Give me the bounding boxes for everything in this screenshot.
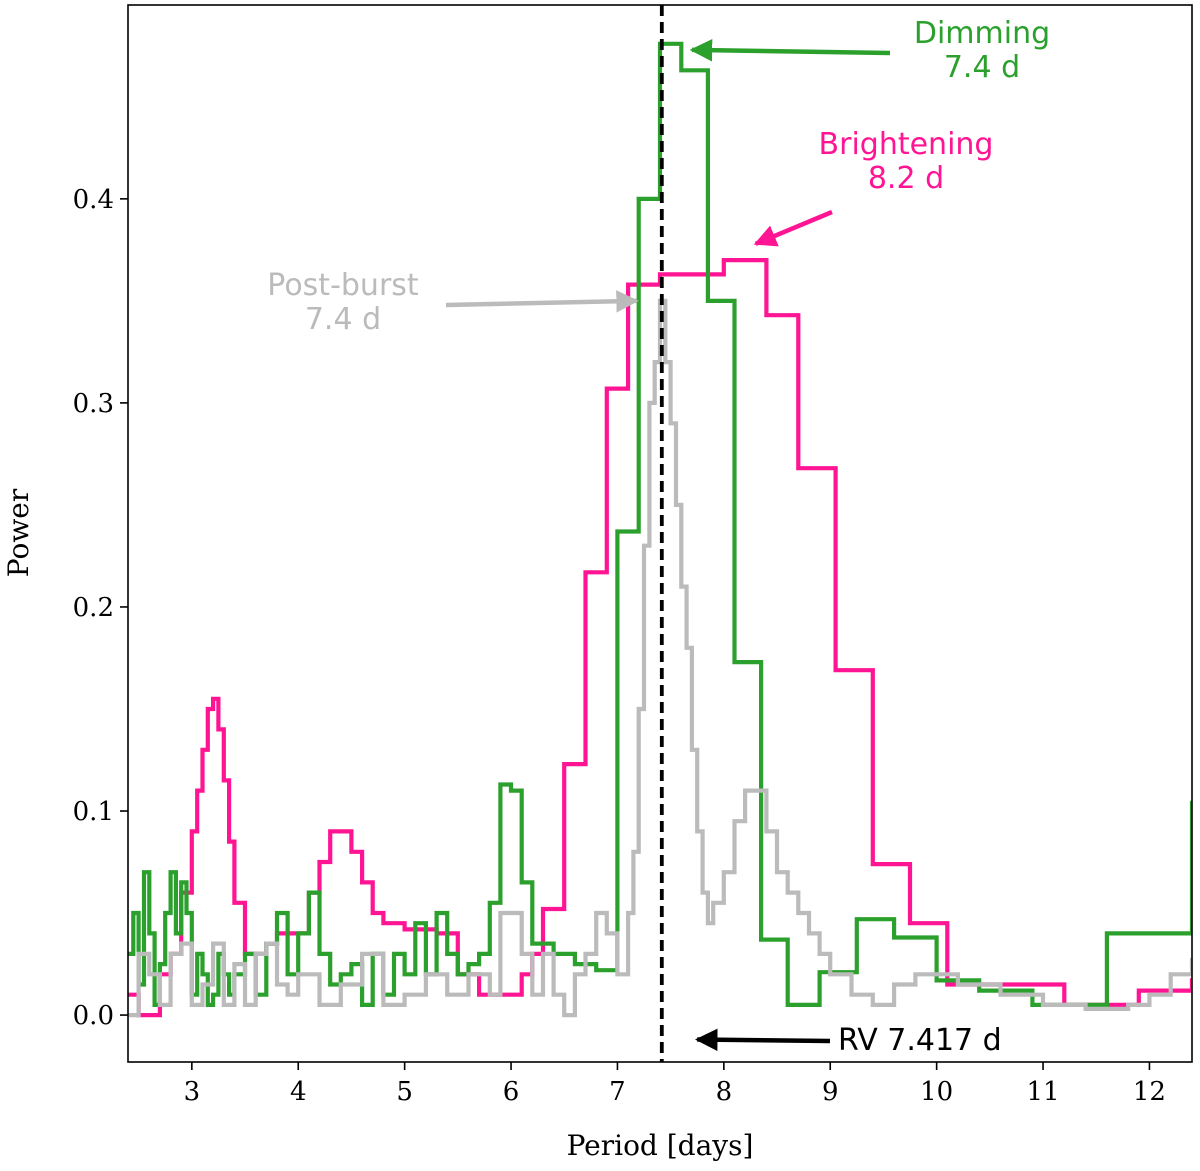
annotation-arrow xyxy=(694,1028,831,1052)
x-tick-label: 9 xyxy=(822,1077,839,1107)
axes-frame xyxy=(127,4,1193,1063)
annotation-arrow xyxy=(753,209,833,247)
annotation-arrow xyxy=(689,38,891,62)
x-axis: 3 4 5 6 7 8 9 10 11 12 xyxy=(184,1062,1166,1107)
y-tick-label: 0.4 xyxy=(73,185,114,215)
annotation-text: RV 7.417 d xyxy=(838,1023,1002,1058)
annotation-text: Post-burst xyxy=(267,268,419,303)
x-axis-label: Period [days] xyxy=(567,1129,754,1162)
series-line-post-burst xyxy=(128,298,1192,1018)
x-tick-label: 12 xyxy=(1133,1077,1166,1107)
y-axis-label: Power xyxy=(2,488,35,577)
x-tick-label: 5 xyxy=(396,1077,413,1107)
x-tick-label: 8 xyxy=(716,1077,733,1107)
y-axis: 0.0 0.1 0.2 0.3 0.4 xyxy=(73,185,128,1031)
annotation-text: 8.2 d xyxy=(868,161,944,196)
y-tick-label: 0.1 xyxy=(73,797,114,827)
y-tick-label: 0.0 xyxy=(73,1001,114,1031)
annotation-rv: RV 7.417 d xyxy=(694,1023,1002,1058)
annotation-text: Brightening xyxy=(819,127,994,162)
x-tick-label: 3 xyxy=(184,1077,201,1107)
annotation-arrow xyxy=(445,290,639,313)
y-tick-label: 0.2 xyxy=(73,593,114,623)
plot-area xyxy=(128,5,1192,1062)
x-tick-label: 11 xyxy=(1026,1077,1059,1107)
series-line-brightening xyxy=(128,258,1192,1018)
x-tick-label: 6 xyxy=(503,1077,520,1107)
annotation-text: 7.4 d xyxy=(305,302,381,337)
y-tick-label: 0.3 xyxy=(73,389,114,419)
x-tick-label: 4 xyxy=(290,1077,307,1107)
x-tick-label: 10 xyxy=(920,1077,953,1107)
annotation-text: Dimming xyxy=(914,16,1050,51)
annotation-text: 7.4 d xyxy=(944,50,1020,85)
x-tick-label: 7 xyxy=(609,1077,626,1107)
